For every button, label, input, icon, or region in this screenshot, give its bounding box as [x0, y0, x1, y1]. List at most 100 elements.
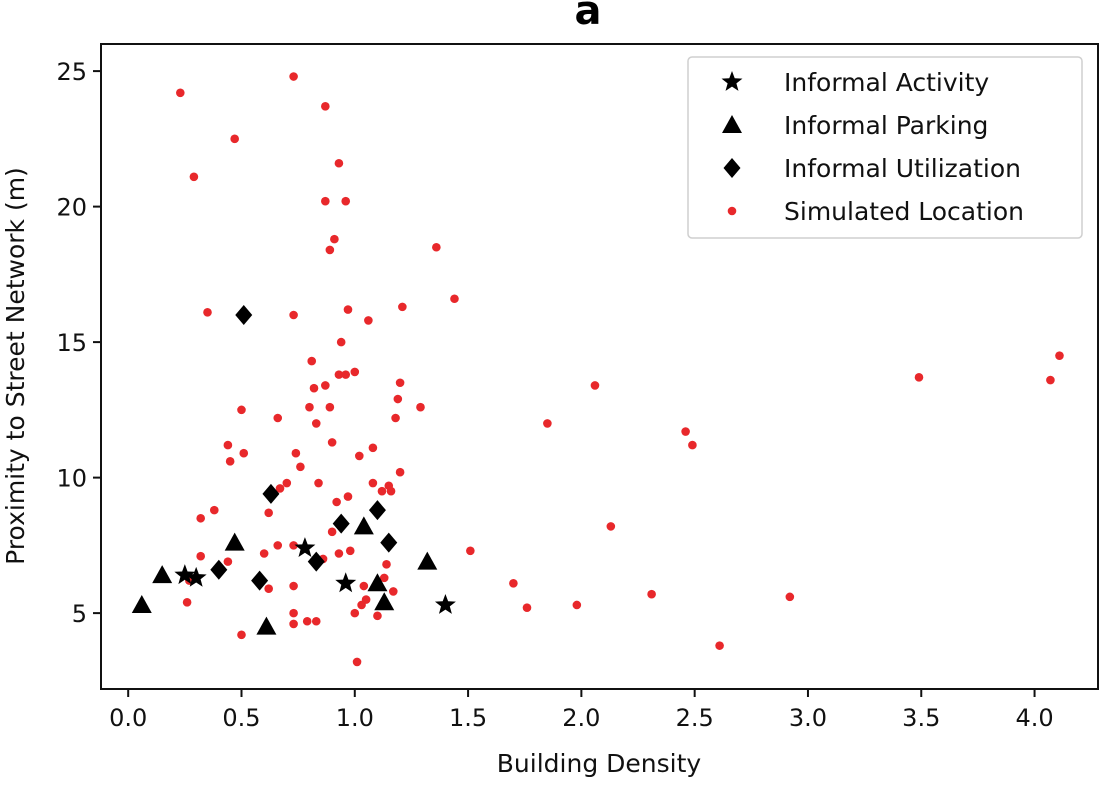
- simulated-location-point: [386, 486, 396, 496]
- simulated-location-point: [914, 373, 924, 382]
- x-tick-label: 1.5: [449, 704, 487, 732]
- simulated-location-point: [264, 584, 273, 594]
- informal-parking-point: [374, 592, 395, 611]
- simulated-location-point: [289, 541, 298, 550]
- informal-activity-point: [335, 572, 357, 593]
- simulated-location-point: [352, 657, 362, 667]
- legend-box: [687, 56, 1083, 239]
- simulated-location-point: [182, 597, 192, 607]
- simulated-location-point: [334, 370, 344, 379]
- simulated-location-point: [395, 378, 405, 388]
- y-tick-label: 25: [56, 58, 87, 86]
- simulated-location-point: [341, 196, 351, 206]
- simulated-location-point: [309, 383, 319, 393]
- simulated-location-point: [332, 497, 341, 507]
- x-tick-label: 2.5: [676, 704, 714, 732]
- informal-parking-point: [367, 573, 388, 592]
- simulated-location-point: [273, 541, 283, 550]
- x-axis-label: Building Density: [497, 749, 702, 778]
- simulated-location-point: [239, 448, 249, 458]
- simulated-location-point: [334, 158, 344, 168]
- y-tick-label: 20: [56, 194, 87, 222]
- legend-star-icon: [721, 71, 743, 91]
- simulated-location-point: [330, 234, 339, 244]
- simulated-location-point: [606, 522, 616, 531]
- simulated-location-point: [289, 608, 298, 618]
- simulated-location-point: [189, 172, 199, 182]
- x-tick-label: 3.0: [789, 704, 827, 732]
- simulated-location-point: [237, 405, 246, 415]
- simulated-location-point: [264, 508, 273, 518]
- plot-marks: [131, 72, 1064, 667]
- legend-label: Simulated Location: [784, 197, 1024, 226]
- panel-title: a: [575, 0, 602, 34]
- simulated-location-point: [296, 462, 305, 472]
- simulated-location-point: [321, 381, 330, 390]
- simulated-location-point: [343, 492, 353, 501]
- simulated-location-point: [289, 581, 298, 591]
- simulated-location-point: [321, 102, 330, 111]
- informal-utilization-point: [368, 500, 386, 521]
- informal-parking-point: [224, 532, 245, 551]
- informal-activity-point: [434, 593, 456, 614]
- simulated-location-point: [543, 419, 552, 428]
- simulated-location-point: [1055, 351, 1064, 360]
- informal-utilization-point: [251, 570, 269, 591]
- simulated-location-point: [590, 381, 600, 390]
- simulated-location-point: [373, 611, 382, 621]
- simulated-location-point: [225, 457, 235, 466]
- simulated-location-point: [368, 443, 378, 453]
- simulated-location-point: [341, 370, 351, 379]
- y-axis-label: Proximity to Street Network (m): [1, 167, 30, 565]
- legend-label: Informal Activity: [784, 68, 989, 97]
- simulated-location-point: [289, 310, 298, 320]
- simulated-location-point: [359, 581, 369, 591]
- y-tick-label: 10: [56, 465, 87, 493]
- informal-utilization-point: [262, 483, 280, 504]
- simulated-location-point: [364, 316, 373, 325]
- simulated-location-point: [647, 589, 656, 599]
- simulated-location-point: [302, 616, 312, 626]
- simulated-location-point: [355, 451, 364, 461]
- legend-label: Informal Utilization: [784, 154, 1021, 183]
- simulated-location-point: [379, 573, 389, 583]
- y-axis: 5 10 15 20 25: [56, 58, 101, 628]
- simulated-location-point: [327, 438, 337, 447]
- x-tick-label: 2.0: [562, 704, 600, 732]
- informal-utilization-point: [235, 305, 253, 326]
- simulated-location-point: [307, 356, 317, 366]
- x-tick-label: 3.5: [902, 704, 940, 732]
- simulated-location-point: [311, 419, 321, 428]
- simulated-location-point: [1046, 375, 1055, 385]
- simulated-location-point: [688, 440, 697, 450]
- x-tick-label: 4.0: [1015, 704, 1053, 732]
- simulated-location-point: [275, 484, 285, 493]
- x-tick-label: 0.5: [222, 704, 260, 732]
- simulated-location-point: [289, 619, 298, 629]
- informal-parking-point: [256, 616, 277, 635]
- simulated-location-point: [785, 592, 795, 602]
- x-tick-label: 1.0: [336, 704, 374, 732]
- simulated-location-point: [382, 560, 391, 569]
- simulated-location-point: [291, 448, 301, 458]
- simulated-location-point: [237, 630, 246, 640]
- legend-diamond-icon: [723, 158, 741, 178]
- simulated-location-point: [432, 242, 441, 252]
- simulated-location-point: [361, 595, 371, 604]
- informal-activity-point: [185, 566, 207, 587]
- simulated-location-point: [393, 394, 403, 404]
- simulated-location-point: [273, 413, 283, 423]
- simulated-location-point: [289, 72, 298, 81]
- simulated-location-point: [391, 413, 400, 423]
- simulated-location-point: [572, 600, 582, 610]
- informal-utilization-point: [307, 551, 325, 572]
- simulated-location-point: [395, 467, 405, 477]
- simulated-location-point: [209, 505, 219, 515]
- informal-parking-point: [353, 516, 374, 535]
- informal-utilization-point: [380, 532, 398, 553]
- x-axis: 0.0 0.5 1.0 1.5 2.0 2.5 3.0 3.5 4.0: [109, 689, 1054, 732]
- simulated-location-point: [681, 427, 690, 436]
- informal-activity-point: [174, 564, 196, 585]
- informal-parking-point: [417, 551, 438, 570]
